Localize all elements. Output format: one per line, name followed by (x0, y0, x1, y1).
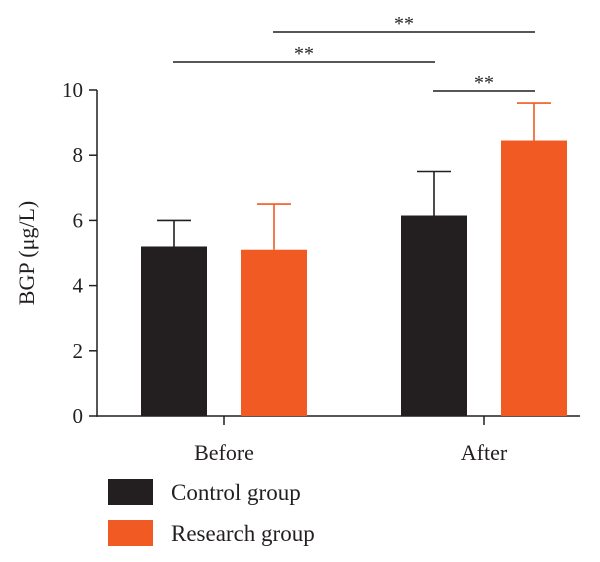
bar-research-group-before (241, 249, 307, 416)
legend-label-control-group: Control group (171, 480, 301, 505)
bar-control-group-before (141, 246, 207, 416)
significance-label: ** (294, 43, 314, 65)
y-tick-label: 8 (73, 143, 84, 167)
bar-control-group-after (401, 215, 467, 416)
chart-axes: 0 2 4 6 8 10 Before After BGP (μg/L) (14, 78, 580, 465)
significance-label: ** (394, 13, 414, 35)
chart-legend: Control group Research group (108, 479, 315, 546)
legend-swatch-research-group (108, 520, 153, 546)
y-tick-label: 6 (73, 208, 84, 232)
legend-swatch-control-group (108, 479, 153, 505)
y-tick-label: 10 (62, 78, 83, 102)
x-tick-label-before: Before (194, 440, 254, 465)
significance-label: ** (474, 72, 494, 94)
y-tick-label: 2 (73, 339, 84, 363)
significance-brackets: ** ** ** (173, 13, 535, 94)
y-tick-label: 4 (73, 274, 84, 298)
legend-label-research-group: Research group (171, 521, 315, 546)
x-tick-label-after: After (461, 440, 508, 465)
y-axis-title: BGP (μg/L) (14, 201, 39, 305)
chart-bars (141, 102, 567, 416)
bar-research-group-after (501, 140, 567, 416)
y-tick-label: 0 (73, 404, 84, 428)
